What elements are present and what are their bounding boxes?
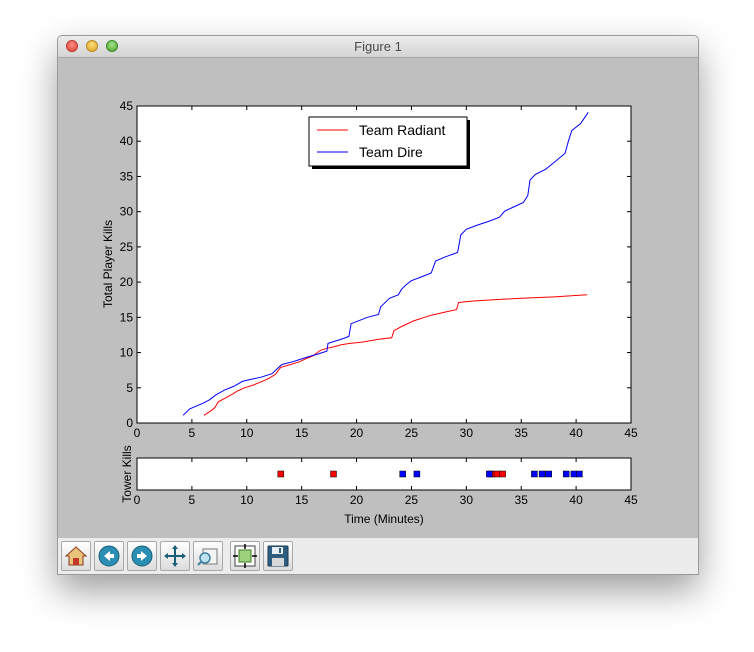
kills-y-tick-label: 10	[120, 346, 134, 360]
radiant-tower-kill-marker	[277, 470, 285, 478]
kills-y-tick-label: 15	[120, 310, 134, 324]
kills-x-tick-label: 15	[295, 426, 309, 440]
configure-subplots-icon	[233, 544, 257, 568]
tower-x-ticks: 0 5 10 15 20 25 30 35 40 45	[134, 458, 638, 507]
back-button[interactable]	[94, 541, 124, 571]
kills-x-tick-label: 45	[624, 426, 638, 440]
figure-window: Figure 1 0 5 10 15 20 25 30 35 40 45 0 5 10 15 20 25 30…	[57, 35, 699, 575]
kills-x-tick-label: 30	[460, 426, 474, 440]
kills-y-tick-label: 5	[126, 381, 133, 395]
tower-x-tick-label: 30	[460, 493, 474, 507]
radiant-tower-kill-marker	[493, 470, 501, 478]
dire-kills-line	[182, 112, 589, 416]
configure-subplots-button[interactable]	[230, 541, 260, 571]
dire-tower-kill-marker	[545, 470, 552, 478]
back-icon	[98, 545, 120, 567]
kills-y-axis-label: Total Player Kills	[101, 220, 115, 308]
minimize-button[interactable]	[86, 40, 98, 52]
tower-x-tick-label: 5	[189, 493, 196, 507]
kills-series-lines	[182, 112, 589, 416]
dire-tower-kill-marker	[531, 470, 538, 478]
radiant-tower-kill-marker	[499, 470, 506, 478]
kills-x-ticks: 0 5 10 15 20 25 30 35 40 45	[134, 106, 638, 440]
tower-x-tick-label: 35	[515, 493, 529, 507]
tower-x-tick-label: 25	[405, 493, 419, 507]
kills-y-tick-label: 20	[120, 275, 134, 289]
tower-x-tick-label: 45	[624, 493, 638, 507]
legend-label-radiant: Team Radiant	[359, 122, 445, 138]
home-icon	[64, 546, 88, 566]
tower-y-axis-label: Tower Kills	[120, 445, 134, 502]
tower-markers	[277, 470, 583, 478]
dire-tower-kill-marker	[399, 470, 406, 478]
dire-tower-kill-marker	[570, 470, 578, 478]
forward-icon	[131, 545, 153, 567]
kills-y-tick-label: 45	[120, 99, 134, 113]
kills-y-tick-label: 0	[126, 416, 133, 430]
kills-y-ticks: 0 5 10 15 20 25 30 35 40 45	[120, 99, 631, 430]
kills-x-tick-label: 25	[405, 426, 419, 440]
pan-icon	[164, 545, 186, 567]
kills-x-tick-label: 40	[569, 426, 583, 440]
window-title: Figure 1	[354, 39, 402, 54]
dire-tower-kill-marker	[486, 470, 493, 478]
dire-tower-kill-marker	[576, 470, 583, 478]
x-axis-label: Time (Minutes)	[344, 512, 424, 526]
kills-y-tick-label: 25	[120, 240, 134, 254]
save-icon	[267, 545, 289, 567]
legend: Team Radiant Team Dire	[308, 116, 470, 169]
home-button[interactable]	[61, 541, 91, 571]
radiant-tower-kill-marker	[330, 470, 337, 478]
tower-x-tick-label: 20	[350, 493, 364, 507]
tower-x-tick-label: 10	[240, 493, 254, 507]
kills-x-tick-label: 0	[134, 426, 141, 440]
forward-button[interactable]	[127, 541, 157, 571]
title-bar[interactable]: Figure 1	[58, 36, 698, 58]
legend-box	[308, 116, 468, 167]
kills-y-tick-label: 35	[120, 169, 134, 183]
kills-x-tick-label: 20	[350, 426, 364, 440]
legend-label-dire: Team Dire	[359, 144, 423, 160]
zoom-icon	[197, 548, 218, 566]
tower-x-tick-label: 15	[295, 493, 309, 507]
tower-x-tick-label: 40	[569, 493, 583, 507]
tower-axes: 0 5 10 15 20 25 30 35 40 45 Tower Kills Time (Min…	[120, 445, 638, 526]
save-button[interactable]	[263, 541, 293, 571]
kills-axes: 0 5 10 15 20 25 30 35 40 45 0 5 10 15 20 25 30 35 40 45 To…	[101, 99, 638, 440]
zoom-button[interactable]	[193, 541, 223, 571]
zoom-window-button[interactable]	[106, 40, 118, 52]
tower-x-tick-label: 0	[134, 493, 141, 507]
kills-x-tick-label: 5	[189, 426, 196, 440]
navigation-toolbar	[58, 538, 698, 574]
pan-button[interactable]	[160, 541, 190, 571]
kills-y-tick-label: 30	[120, 205, 134, 219]
dire-tower-kill-marker	[562, 470, 570, 478]
tower-plot-area	[136, 457, 632, 491]
close-button[interactable]	[66, 40, 78, 52]
dire-tower-kill-marker	[413, 470, 421, 478]
kills-y-tick-label: 40	[120, 134, 134, 148]
kills-x-tick-label: 10	[240, 426, 254, 440]
kills-x-tick-label: 35	[515, 426, 529, 440]
figure-canvas: 0 5 10 15 20 25 30 35 40 45 0 5 10 15 20 25 30 35 40 45 To…	[101, 99, 638, 526]
dire-tower-kill-marker	[538, 470, 546, 478]
